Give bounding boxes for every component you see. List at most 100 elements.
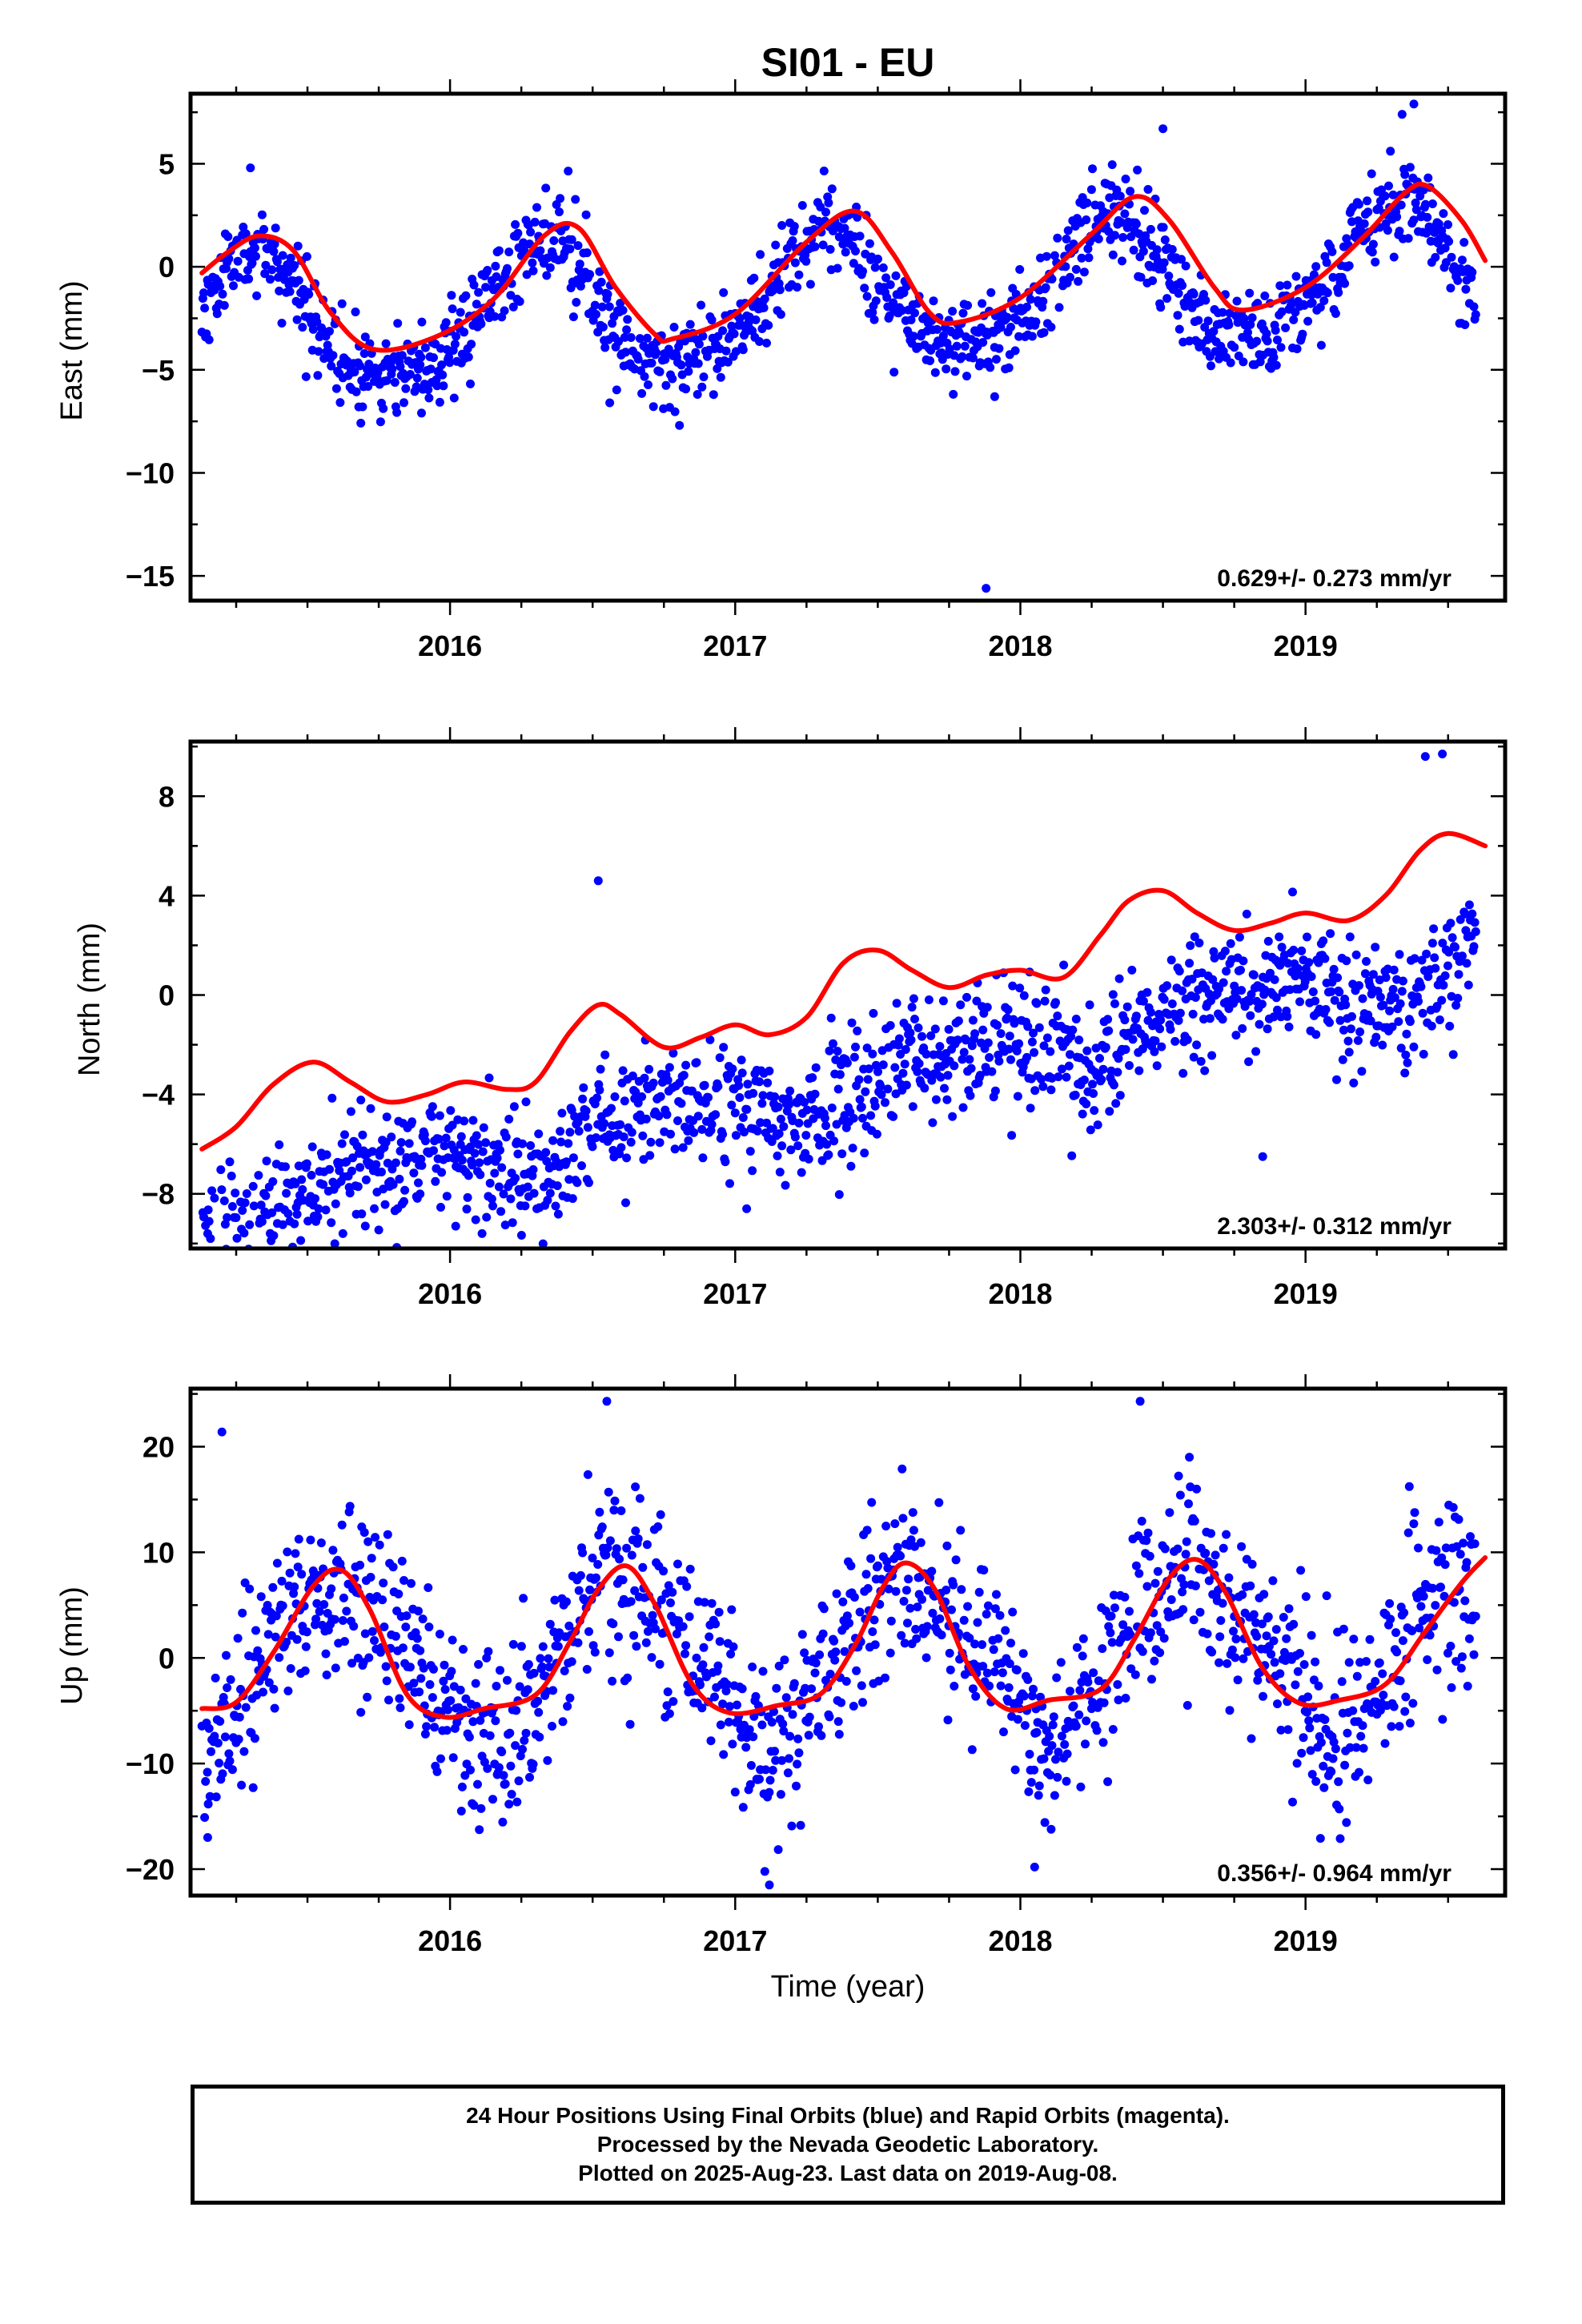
- data-point: [528, 1165, 538, 1174]
- data-point: [978, 1025, 988, 1035]
- data-point: [528, 266, 538, 275]
- data-point: [785, 1754, 793, 1763]
- data-point: [227, 1172, 236, 1180]
- data-point: [996, 323, 1006, 332]
- data-point: [1150, 1047, 1159, 1056]
- data-point: [1341, 1000, 1351, 1010]
- data-point: [1247, 313, 1257, 323]
- data-point: [764, 320, 773, 330]
- data-point: [697, 1124, 707, 1134]
- data-point: [1397, 987, 1407, 996]
- data-point: [858, 1113, 867, 1123]
- data-point: [958, 1055, 967, 1064]
- data-point: [503, 1675, 512, 1685]
- data-point: [1386, 147, 1395, 156]
- data-point: [1195, 939, 1204, 947]
- data-point: [1345, 1743, 1355, 1752]
- data-point: [1307, 1770, 1317, 1779]
- data-point: [496, 1207, 506, 1216]
- data-point: [544, 1654, 553, 1663]
- data-point: [1181, 261, 1191, 271]
- data-point: [1138, 1647, 1147, 1656]
- data-point: [864, 1064, 873, 1074]
- data-point: [684, 1136, 693, 1145]
- data-point: [391, 1631, 400, 1641]
- data-point: [664, 1581, 673, 1590]
- data-point: [1157, 1042, 1166, 1051]
- data-point: [793, 1759, 802, 1769]
- data-point: [457, 1156, 467, 1165]
- data-point: [1182, 1035, 1192, 1044]
- data-point: [966, 1063, 976, 1073]
- data-point: [1303, 316, 1313, 326]
- data-point: [615, 1554, 624, 1564]
- data-point: [1050, 251, 1059, 260]
- data-point: [1189, 1615, 1199, 1625]
- data-point: [1061, 262, 1070, 271]
- data-point: [1397, 110, 1407, 119]
- data-point: [608, 1619, 618, 1629]
- data-point: [277, 1576, 287, 1586]
- data-point: [994, 344, 1004, 353]
- data-point: [824, 198, 833, 207]
- data-point: [1131, 219, 1141, 229]
- data-point: [1457, 951, 1467, 961]
- data-point: [978, 1640, 987, 1650]
- data-point: [738, 345, 748, 355]
- data-point: [1335, 1804, 1344, 1814]
- data-point: [993, 1020, 1002, 1030]
- data-point: [892, 999, 901, 1008]
- data-point: [562, 1597, 571, 1606]
- data-point: [461, 1694, 471, 1703]
- data-point: [286, 253, 295, 263]
- data-point: [1231, 1653, 1240, 1663]
- data-point: [897, 306, 907, 316]
- data-point: [715, 1053, 725, 1063]
- y-tick-label: 0: [159, 979, 175, 1012]
- data-point: [730, 1787, 740, 1797]
- data-point: [243, 1256, 252, 1265]
- y-tick-label: −5: [142, 354, 175, 387]
- data-point: [500, 1779, 510, 1789]
- data-point: [1150, 1578, 1160, 1588]
- data-point: [235, 1712, 244, 1722]
- data-point: [267, 265, 277, 275]
- data-point: [950, 1682, 959, 1691]
- data-point: [223, 1212, 232, 1222]
- data-point: [1078, 1109, 1087, 1119]
- data-point: [292, 1634, 302, 1644]
- data-point: [335, 398, 345, 408]
- data-point: [1390, 993, 1399, 1003]
- data-point: [681, 1649, 689, 1659]
- data-point: [212, 1251, 221, 1260]
- data-point: [1032, 999, 1042, 1008]
- data-point: [314, 347, 323, 356]
- data-point: [978, 1662, 988, 1671]
- data-point: [1030, 1047, 1039, 1057]
- data-point: [1177, 255, 1186, 264]
- data-point: [207, 1747, 215, 1756]
- y-tick-label: −10: [126, 1747, 175, 1780]
- footer-line-1: 24 Hour Positions Using Final Orbits (bl…: [466, 2103, 1230, 2128]
- data-point: [1156, 1627, 1166, 1637]
- data-point: [396, 1146, 405, 1156]
- data-point: [1246, 1011, 1255, 1020]
- data-point: [821, 1121, 830, 1131]
- data-point: [215, 1759, 224, 1768]
- data-point: [1470, 918, 1480, 927]
- data-point: [474, 1659, 484, 1669]
- data-point: [414, 1606, 423, 1616]
- data-point: [885, 1021, 895, 1030]
- data-point: [239, 223, 248, 231]
- data-point: [916, 1538, 926, 1547]
- data-point: [725, 1702, 734, 1711]
- data-point: [835, 1070, 845, 1080]
- data-point: [840, 1647, 849, 1656]
- data-point: [1187, 975, 1197, 984]
- data-point: [466, 1142, 475, 1152]
- data-point: [440, 1685, 450, 1695]
- data-point: [1337, 1677, 1347, 1687]
- data-point: [573, 1638, 583, 1647]
- data-point: [913, 1067, 922, 1076]
- data-point: [1288, 887, 1297, 897]
